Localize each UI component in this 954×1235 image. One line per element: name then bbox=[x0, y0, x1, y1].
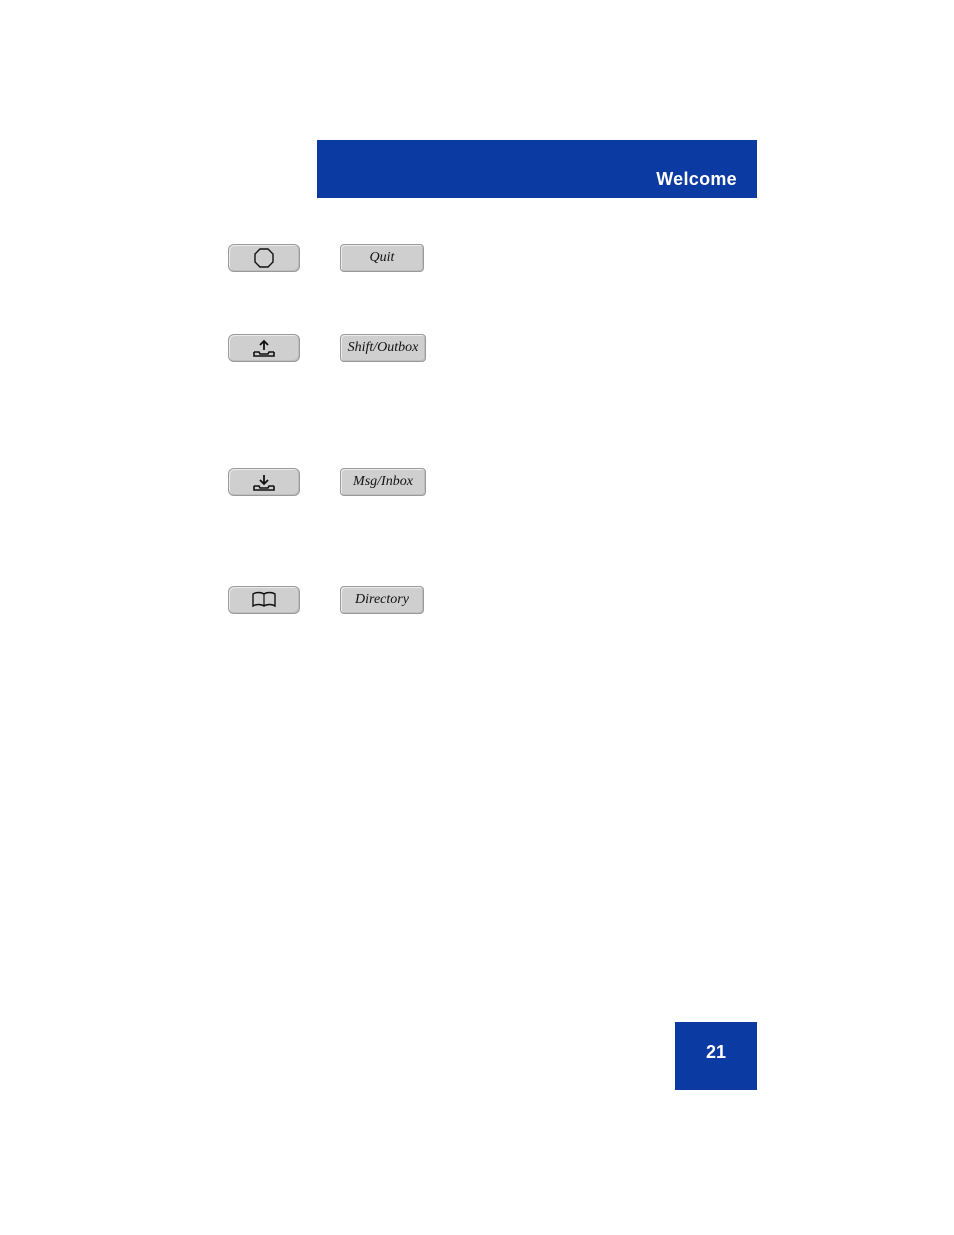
label-key-directory: Directory bbox=[340, 586, 424, 614]
octagon-icon bbox=[254, 248, 274, 268]
header-bar: Welcome bbox=[317, 140, 757, 198]
label-key-outbox: Shift/Outbox bbox=[340, 334, 426, 362]
document-page: Welcome Quit bbox=[0, 0, 954, 1235]
book-icon bbox=[250, 590, 278, 610]
inbox-icon bbox=[251, 472, 277, 492]
header-title: Welcome bbox=[656, 169, 737, 190]
label-key-quit: Quit bbox=[340, 244, 424, 272]
icon-key-inbox bbox=[228, 468, 300, 496]
icon-key-directory bbox=[228, 586, 300, 614]
icon-key-outbox bbox=[228, 334, 300, 362]
icon-key-quit bbox=[228, 244, 300, 272]
page-number: 21 bbox=[675, 1042, 757, 1063]
page-number-box: 21 bbox=[675, 1022, 757, 1090]
label-key-inbox: Msg/Inbox bbox=[340, 468, 426, 496]
outbox-icon bbox=[251, 338, 277, 358]
